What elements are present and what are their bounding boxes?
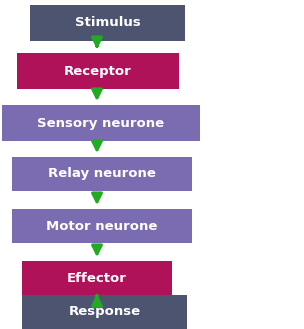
Text: Relay neurone: Relay neurone	[48, 167, 156, 181]
FancyBboxPatch shape	[2, 105, 200, 141]
Text: Stimulus: Stimulus	[74, 16, 140, 30]
FancyBboxPatch shape	[17, 53, 179, 89]
Text: Effector: Effector	[67, 271, 127, 285]
Text: Sensory neurone: Sensory neurone	[37, 116, 164, 130]
FancyBboxPatch shape	[30, 5, 185, 41]
FancyBboxPatch shape	[12, 157, 192, 191]
FancyBboxPatch shape	[22, 295, 187, 329]
Text: Motor neurone: Motor neurone	[46, 219, 158, 233]
Text: Response: Response	[68, 306, 140, 318]
FancyBboxPatch shape	[22, 261, 172, 295]
FancyBboxPatch shape	[12, 209, 192, 243]
Text: Receptor: Receptor	[64, 64, 132, 78]
